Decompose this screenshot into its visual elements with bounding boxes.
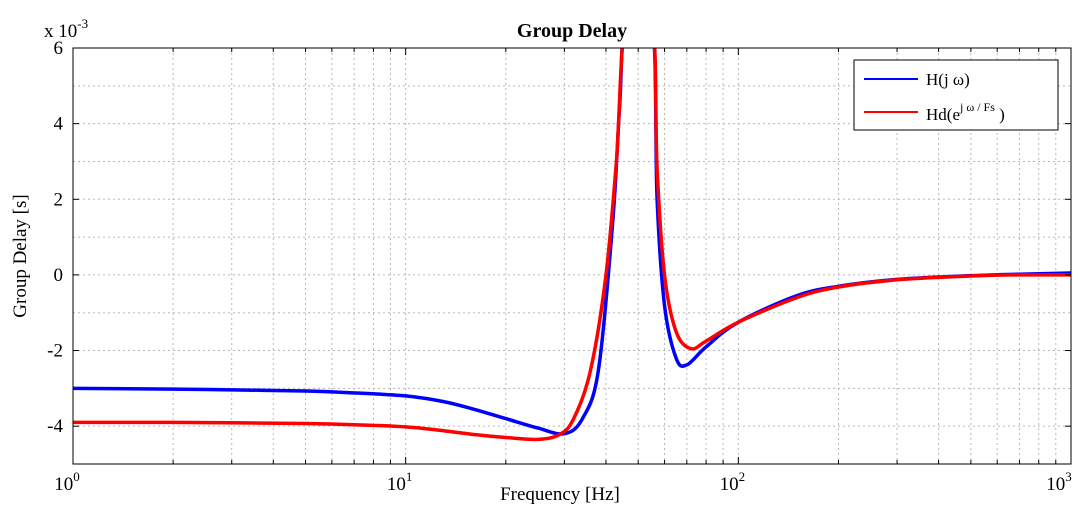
axis-ticks: 6 4 2 0 -2 -4 100 101 102 103 xyxy=(47,38,1072,495)
plot-area-border xyxy=(72,47,1072,465)
legend-label-hd-close: ) xyxy=(995,105,1005,124)
x-tick-label: 102 xyxy=(720,469,746,495)
y-tick-label: 4 xyxy=(54,114,64,135)
y-axis-label: Group Delay [s] xyxy=(10,194,31,317)
series-lines xyxy=(73,48,1071,442)
grid xyxy=(73,48,1071,464)
y-tick-label: 2 xyxy=(54,189,64,210)
y-tick-label: 0 xyxy=(54,265,64,286)
x-axis-label: Frequency [Hz] xyxy=(500,484,620,505)
legend-label-hd: Hd(ej ω / Fs ) xyxy=(926,100,1005,124)
series-line-hd xyxy=(73,48,1071,442)
y-exponent-label: x 10-3 xyxy=(44,16,88,42)
legend-box xyxy=(853,59,1059,131)
legend-label-hd-sup: j ω / Fs xyxy=(959,100,995,114)
x-tick-label: 103 xyxy=(1046,469,1072,495)
y-tick-label: -4 xyxy=(47,416,63,437)
x-tick-label: 100 xyxy=(54,469,80,495)
y-tick-label: -2 xyxy=(47,341,63,362)
legend: H(j ω) Hd(ej ω / Fs ) xyxy=(853,59,1059,131)
legend-label-h: H(j ω) xyxy=(926,70,970,89)
y-exponent-base: x 10 xyxy=(44,21,77,42)
legend-label-hd-base: Hd(e xyxy=(926,105,960,124)
chart-title: Group Delay xyxy=(517,20,627,42)
y-exponent-power: -3 xyxy=(77,16,88,31)
x-tick-label: 101 xyxy=(387,469,413,495)
y-tick-label: 6 xyxy=(54,38,64,59)
